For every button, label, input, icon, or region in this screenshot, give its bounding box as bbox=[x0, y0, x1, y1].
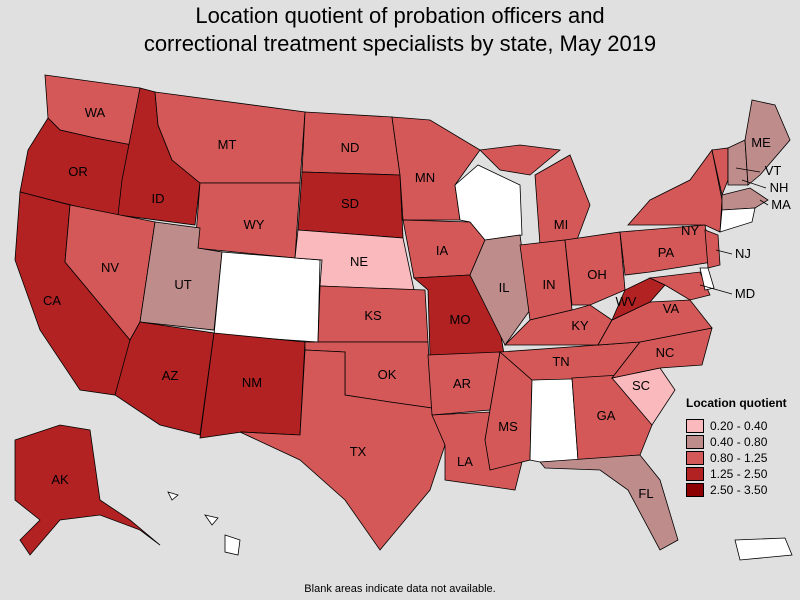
label-mo: MO bbox=[450, 312, 471, 327]
label-ut: UT bbox=[174, 277, 191, 292]
label-id: ID bbox=[152, 191, 165, 206]
label-tx: TX bbox=[350, 444, 367, 459]
label-tn: TN bbox=[552, 354, 569, 369]
leader-md bbox=[699, 284, 733, 295]
state-tx[interactable] bbox=[239, 349, 446, 551]
label-ma: MA bbox=[771, 197, 791, 212]
label-me: ME bbox=[751, 135, 771, 150]
legend-item: 0.40 - 0.80 bbox=[686, 434, 787, 450]
legend-item: 0.80 - 1.25 bbox=[686, 450, 787, 466]
legend-label: 0.80 - 1.25 bbox=[710, 451, 768, 465]
state-me[interactable] bbox=[744, 99, 791, 186]
label-wa: WA bbox=[85, 105, 106, 120]
legend-swatch bbox=[686, 435, 704, 449]
state-ct-ri[interactable] bbox=[719, 207, 756, 233]
label-ok: OK bbox=[378, 367, 397, 382]
state-il[interactable] bbox=[469, 234, 531, 346]
map-title: Location quotient of probation officers … bbox=[0, 2, 800, 58]
label-md: MD bbox=[735, 286, 755, 301]
state-nh[interactable] bbox=[727, 139, 749, 186]
legend-title: Location quotient bbox=[686, 396, 787, 410]
label-ar: AR bbox=[453, 376, 471, 391]
footnote: Blank areas indicate data not available. bbox=[304, 583, 496, 595]
legend-swatch bbox=[686, 467, 704, 481]
legend-label: 1.25 - 2.50 bbox=[710, 467, 768, 481]
title-line-2: correctional treatment specialists by st… bbox=[143, 31, 657, 56]
legend-label: 0.20 - 0.40 bbox=[710, 419, 768, 433]
label-sd: SD bbox=[341, 196, 359, 211]
label-ne: NE bbox=[350, 254, 368, 269]
label-va: VA bbox=[663, 301, 680, 316]
label-pa: PA bbox=[658, 245, 675, 260]
legend-item: 1.25 - 2.50 bbox=[686, 466, 787, 482]
state-fl[interactable] bbox=[539, 454, 679, 551]
label-mt: MT bbox=[218, 137, 237, 152]
leader-ma bbox=[759, 199, 769, 206]
label-ms: MS bbox=[498, 419, 518, 434]
label-il: IL bbox=[499, 280, 510, 295]
state-mi[interactable] bbox=[534, 154, 591, 246]
legend-label: 2.50 - 3.50 bbox=[710, 483, 768, 497]
state-ny[interactable] bbox=[627, 149, 723, 233]
legend-items: 0.20 - 0.40 0.40 - 0.80 0.80 - 1.25 1.25 - … bbox=[686, 418, 787, 498]
label-ak: AK bbox=[51, 472, 69, 487]
label-mi: MI bbox=[554, 217, 568, 232]
legend-label: 0.40 - 0.80 bbox=[710, 435, 768, 449]
state-md[interactable] bbox=[648, 271, 711, 301]
label-wv: WV bbox=[616, 294, 637, 309]
label-nc: NC bbox=[656, 345, 675, 360]
state-ma[interactable] bbox=[721, 187, 769, 211]
state-mi-up[interactable] bbox=[479, 144, 561, 176]
label-nh: NH bbox=[770, 180, 789, 195]
label-ky: KY bbox=[571, 318, 589, 333]
label-sc: SC bbox=[632, 378, 650, 393]
label-nv: NV bbox=[101, 260, 119, 275]
label-oh: OH bbox=[587, 267, 607, 282]
leader-vt bbox=[735, 167, 761, 173]
state-nj[interactable] bbox=[704, 229, 721, 269]
label-or: OR bbox=[68, 164, 88, 179]
state-hi-3[interactable] bbox=[167, 491, 179, 501]
state-ak[interactable] bbox=[14, 424, 161, 556]
legend-item: 2.50 - 3.50 bbox=[686, 482, 787, 498]
state-de[interactable] bbox=[699, 267, 715, 291]
label-nj: NJ bbox=[735, 246, 751, 261]
legend-swatch bbox=[686, 419, 704, 433]
label-mn: MN bbox=[415, 170, 435, 185]
label-ca: CA bbox=[43, 293, 61, 308]
label-la: LA bbox=[457, 454, 473, 469]
label-ga: GA bbox=[597, 408, 616, 423]
leader-nj bbox=[715, 249, 733, 255]
label-ny: NY bbox=[681, 223, 699, 238]
state-oh[interactable] bbox=[564, 231, 626, 306]
state-nc[interactable] bbox=[611, 327, 713, 379]
label-nm: NM bbox=[242, 375, 262, 390]
label-az: AZ bbox=[162, 368, 179, 383]
state-co[interactable] bbox=[213, 251, 321, 343]
label-ks: KS bbox=[364, 308, 382, 323]
label-nd: ND bbox=[341, 140, 360, 155]
label-wy: WY bbox=[244, 217, 265, 232]
label-ia: IA bbox=[436, 243, 449, 258]
territory-pr[interactable] bbox=[734, 537, 793, 561]
legend-swatch bbox=[686, 483, 704, 497]
legend-item: 0.20 - 0.40 bbox=[686, 418, 787, 434]
leader-nh bbox=[741, 179, 767, 189]
state-hi[interactable] bbox=[224, 534, 241, 556]
label-fl: FL bbox=[638, 486, 653, 501]
state-pa[interactable] bbox=[619, 224, 713, 276]
state-hi-2[interactable] bbox=[204, 514, 219, 526]
label-vt: VT bbox=[765, 163, 782, 178]
map-legend: Location quotient 0.20 - 0.40 0.40 - 0.80… bbox=[686, 396, 787, 498]
title-line-1: Location quotient of probation officers … bbox=[195, 3, 605, 28]
legend-swatch bbox=[686, 451, 704, 465]
label-in: IN bbox=[543, 277, 556, 292]
state-al[interactable] bbox=[529, 377, 579, 463]
